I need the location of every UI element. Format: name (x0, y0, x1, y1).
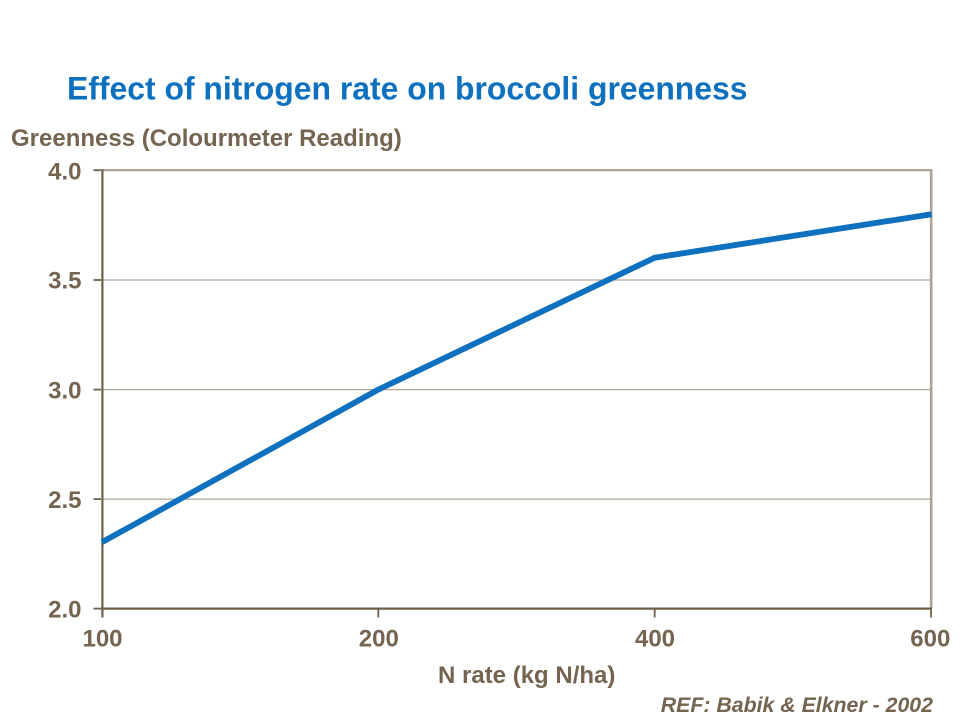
svg-text:Greenness (Colourmeter Reading: Greenness (Colourmeter Reading) (11, 125, 402, 152)
svg-text:2.0: 2.0 (48, 596, 81, 623)
svg-text:2.5: 2.5 (48, 487, 81, 514)
svg-text:3.5: 3.5 (48, 268, 81, 295)
svg-text:REF: Babik & Elkner - 2002: REF: Babik & Elkner - 2002 (661, 693, 933, 717)
svg-text:N rate (kg N/ha): N rate (kg N/ha) (438, 662, 615, 689)
svg-text:600: 600 (910, 625, 950, 652)
svg-text:3.0: 3.0 (48, 377, 81, 404)
svg-text:Effect of nitrogen rate on bro: Effect of nitrogen rate on broccoli gree… (67, 71, 748, 107)
svg-text:4.0: 4.0 (48, 159, 81, 186)
svg-text:400: 400 (635, 625, 675, 652)
svg-text:100: 100 (82, 625, 122, 652)
svg-text:200: 200 (359, 625, 399, 652)
